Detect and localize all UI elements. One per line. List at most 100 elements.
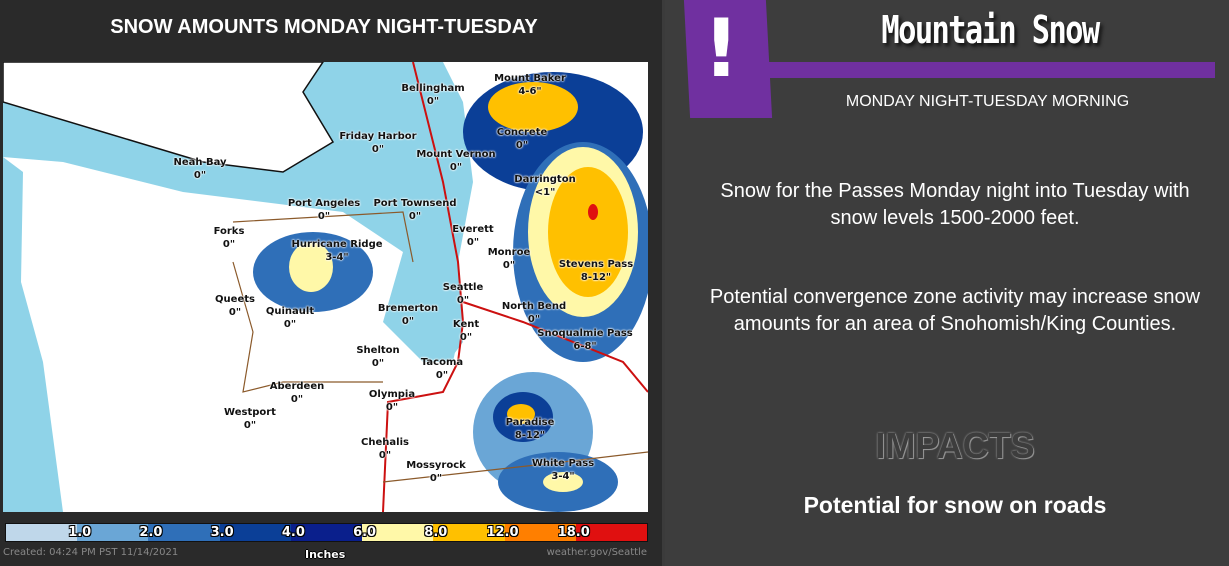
- place-name: Chehalis: [361, 437, 409, 448]
- snow-amount: 0": [527, 314, 541, 325]
- place-label: Friday Harbor 0": [339, 130, 416, 156]
- credit-link: weather.gov/Seattle: [546, 547, 647, 558]
- impacts-text: Potential for snow on roads: [803, 492, 1107, 518]
- place-label: Tacoma 0": [421, 356, 463, 382]
- place-label: Forks 0": [214, 225, 245, 251]
- snow-amount: 0": [429, 473, 443, 484]
- snow-amount: 3-4": [551, 471, 575, 482]
- county-lines: [232, 211, 648, 483]
- snow-amount: 0": [371, 358, 385, 369]
- legend-tick-label: 3.0: [210, 525, 234, 540]
- place-name: Westport: [224, 407, 276, 418]
- place-label: Snoqualmie Pass 6-8": [537, 327, 632, 353]
- legend-bin: 8.0: [362, 524, 447, 541]
- place-name: Neah Bay: [173, 157, 227, 168]
- accent-bar: [765, 62, 1215, 78]
- place-label: Everett 0": [452, 223, 493, 249]
- place-name: Hurricane Ridge: [291, 239, 383, 250]
- color-legend: 1.0 2.0 3.0 4.0 6.0 8.0 12.0 18.0: [5, 523, 648, 542]
- place-label: Olympia 0": [369, 388, 415, 414]
- snow-amount: 0": [228, 307, 242, 318]
- place-label: Chehalis 0": [361, 436, 409, 462]
- place-label: Stevens Pass 8-12": [559, 258, 633, 284]
- place-label: Neah Bay 0": [173, 156, 226, 182]
- snow-amount: 0": [426, 96, 440, 107]
- legend-tick-label: 6.0: [353, 525, 377, 540]
- place-name: Shelton: [356, 345, 400, 356]
- place-label: Monroe 0": [488, 246, 531, 272]
- snow-amount: 0": [515, 140, 529, 151]
- place-name: Bellingham: [401, 83, 465, 94]
- place-label: Mount Vernon 0": [416, 148, 495, 174]
- snow-amount: 0": [502, 260, 516, 271]
- place-name: Monroe: [487, 247, 531, 258]
- place-label: Kent 0": [453, 318, 479, 344]
- map-graphic: [3, 62, 648, 512]
- place-label: Shelton 0": [356, 344, 399, 370]
- legend-tick-label: 18.0: [557, 525, 590, 540]
- created-timestamp: Created: 04:24 PM PST 11/14/2021: [3, 547, 179, 558]
- legend-units: Inches: [305, 548, 346, 561]
- place-label: Paradise 8-12": [506, 416, 555, 442]
- place-name: Forks: [213, 226, 245, 237]
- snow-amount: 0": [317, 211, 331, 222]
- legend-tick-label: 4.0: [281, 525, 305, 540]
- legend-bin: 4.0: [219, 524, 305, 541]
- place-name: Quinault: [265, 306, 315, 317]
- place-name: Paradise: [505, 417, 555, 428]
- snow-blobs: [253, 72, 648, 512]
- place-label: Concrete 0": [497, 126, 548, 152]
- place-name: Friday Harbor: [339, 131, 417, 142]
- place-name: Concrete: [496, 127, 548, 138]
- highways: [382, 62, 648, 512]
- legend-bin: 18.0: [504, 524, 590, 541]
- subtitle: MONDAY NIGHT-TUESDAY MORNING: [845, 93, 1130, 110]
- snow-amount: 0": [290, 394, 304, 405]
- legend-tick-label: 1.0: [68, 525, 92, 540]
- snow-amount: 0": [193, 170, 207, 181]
- place-label: White Pass 3-4": [532, 457, 594, 483]
- place-label: North Bend 0": [502, 300, 566, 326]
- place-name: Bremerton: [377, 303, 439, 314]
- place-label: Darrington <1": [514, 173, 575, 199]
- place-label: Port Angeles 0": [288, 197, 360, 223]
- info-panel: ! Mountain Snow MONDAY NIGHT-TUESDAY MOR…: [665, 0, 1229, 566]
- headline: Mountain Snow: [881, 8, 1100, 52]
- place-name: White Pass: [531, 458, 595, 469]
- place-name: Port Angeles: [287, 198, 361, 209]
- place-label: Queets 0": [215, 293, 255, 319]
- snow-amount: 8-12": [580, 272, 612, 283]
- snow-amount: 0": [449, 162, 463, 173]
- snow-amount: 0": [401, 316, 415, 327]
- map-title: SNOW AMOUNTS MONDAY NIGHT-TUESDAY: [110, 16, 538, 38]
- place-name: Queets: [215, 294, 255, 305]
- snow-amount: <1": [534, 187, 556, 198]
- snow-amount: 0": [283, 319, 297, 330]
- place-label: Aberdeen 0": [270, 380, 324, 406]
- snow-map: Bellingham 0" Mount Baker 4-6" Friday Harbor…: [3, 62, 648, 512]
- place-name: North Bend: [501, 301, 567, 312]
- snow-amount: 0": [378, 450, 392, 461]
- place-label: Mount Baker 4-6": [494, 72, 566, 98]
- map-panel: SNOW AMOUNTS MONDAY NIGHT-TUESDAY: [0, 0, 662, 566]
- place-name: Mount Baker: [494, 73, 566, 84]
- place-name: Stevens Pass: [558, 259, 634, 270]
- legend-tick-label: 12.0: [486, 525, 519, 540]
- place-name: Seattle: [442, 282, 484, 293]
- legend-bin: [575, 524, 647, 541]
- snow-amount: 0": [371, 144, 385, 155]
- snow-amount: 0": [243, 420, 257, 431]
- place-name: Mount Vernon: [416, 149, 496, 160]
- snow-amount: 6-8": [573, 341, 597, 352]
- place-name: Tacoma: [420, 357, 464, 368]
- exclamation-icon: !: [703, 2, 740, 95]
- legend-bin: 6.0: [290, 524, 376, 541]
- place-name: Olympia: [368, 389, 416, 400]
- legend-tick-label: 2.0: [139, 525, 163, 540]
- place-name: Port Townsend: [373, 198, 457, 209]
- legend-bin: 1.0: [6, 524, 91, 541]
- snow-amount: 0": [456, 295, 470, 306]
- place-name: Aberdeen: [269, 381, 325, 392]
- vancouver-island: [3, 62, 335, 173]
- place-name: Mossyrock: [406, 460, 466, 471]
